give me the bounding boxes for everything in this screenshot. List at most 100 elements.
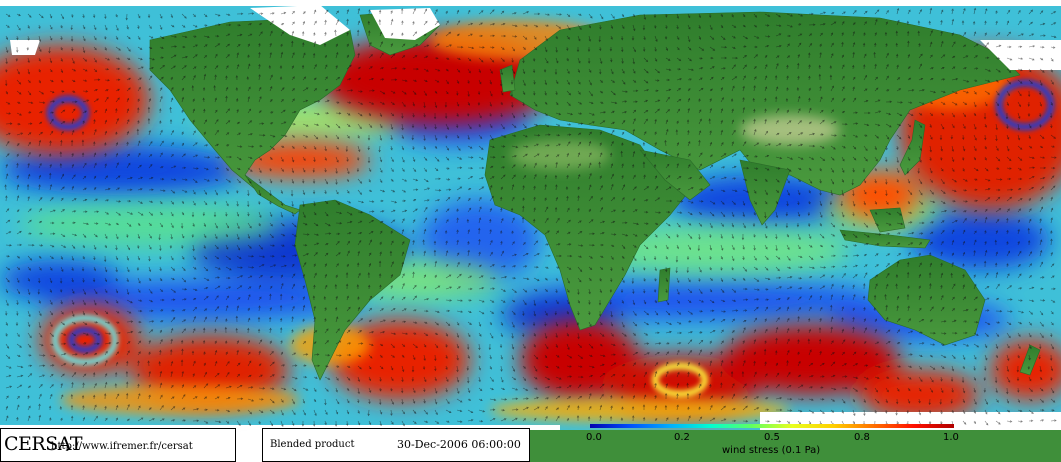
wind-arrow	[379, 67, 384, 70]
wind-arrow	[819, 32, 823, 37]
wind-arrow	[71, 332, 76, 337]
wind-arrow	[819, 362, 825, 367]
wind-arrow	[983, 112, 987, 120]
wind-arrow	[918, 262, 922, 268]
wind-arrow	[995, 409, 1001, 415]
wind-arrow	[71, 299, 75, 305]
wind-arrow	[225, 178, 232, 183]
wind-arrow	[5, 415, 9, 422]
wind-arrow	[159, 370, 163, 378]
wind-arrow	[5, 288, 9, 294]
wind-arrow	[995, 387, 998, 394]
wind-arrow	[676, 142, 679, 147]
wind-arrow	[522, 185, 525, 191]
wind-arrow	[665, 68, 672, 71]
wind-arrow	[720, 67, 726, 70]
wind-arrow	[235, 87, 239, 92]
wind-arrow	[247, 398, 255, 402]
wind-arrow	[27, 35, 30, 41]
wind-arrow	[147, 360, 150, 367]
wind-arrow	[852, 363, 859, 367]
wind-arrow	[566, 57, 569, 62]
wind-arrow	[49, 68, 53, 73]
wind-arrow	[874, 134, 879, 139]
wind-arrow	[93, 361, 99, 367]
wind-arrow	[764, 86, 768, 92]
wind-arrow	[159, 277, 163, 282]
wind-arrow	[698, 67, 704, 70]
wind-arrow	[830, 283, 834, 290]
wind-arrow	[896, 365, 902, 368]
wind-arrow	[258, 305, 261, 312]
wind-arrow	[698, 222, 703, 227]
wind-arrow	[214, 13, 221, 17]
wind-arrow	[863, 376, 869, 380]
wind-arrow	[841, 11, 846, 15]
wind-arrow	[819, 266, 827, 269]
wind-arrow	[180, 339, 184, 345]
wind-arrow	[412, 167, 417, 172]
wind-arrow	[357, 342, 364, 345]
wind-arrow	[247, 374, 252, 378]
wind-arrow	[93, 198, 98, 202]
wind-arrow	[962, 273, 965, 279]
wind-arrow	[929, 331, 936, 335]
wind-arrow	[533, 240, 539, 246]
wind-arrow	[1050, 287, 1056, 291]
wind-arrow	[764, 306, 769, 312]
wind-arrow	[379, 308, 384, 312]
wind-arrow	[687, 24, 691, 30]
wind-arrow	[621, 142, 624, 147]
wind-arrow	[313, 88, 318, 92]
wind-arrow	[192, 24, 198, 28]
wind-arrow	[676, 233, 679, 238]
wind-arrow	[467, 354, 470, 359]
brand-url-link[interactable]: http://www.ifremer.fr/cersat	[51, 441, 193, 452]
wind-arrow	[984, 230, 987, 235]
wind-arrow	[500, 310, 504, 314]
wind-arrow	[49, 343, 54, 346]
wind-arrow	[764, 97, 767, 103]
wind-arrow	[115, 78, 121, 82]
wind-arrow	[687, 187, 694, 191]
wind-arrow	[753, 277, 760, 282]
wind-arrow	[665, 24, 668, 30]
wind-arrow	[510, 80, 514, 85]
wind-arrow	[885, 89, 890, 92]
wind-arrow	[577, 101, 583, 105]
wind-arrow	[731, 309, 739, 312]
wind-arrow	[896, 376, 900, 380]
wind-arrow	[401, 178, 408, 182]
wind-arrow	[456, 343, 460, 349]
wind-arrow	[852, 284, 855, 290]
wind-arrow	[489, 321, 492, 326]
wind-arrow	[907, 178, 911, 184]
wind-arrow	[368, 398, 371, 405]
wind-arrow	[335, 89, 342, 92]
wind-arrow	[874, 365, 881, 368]
wind-arrow	[709, 56, 714, 60]
wind-arrow	[532, 218, 536, 224]
wind-arrow	[1038, 90, 1042, 96]
wind-arrow	[148, 222, 152, 227]
wind-arrow	[610, 233, 617, 236]
wind-arrow	[951, 8, 954, 15]
wind-arrow	[269, 340, 272, 345]
wind-arrow	[379, 251, 382, 257]
wind-arrow	[885, 242, 891, 246]
wind-arrow	[38, 383, 43, 389]
wind-arrow	[49, 90, 55, 94]
wind-arrow	[27, 219, 32, 224]
wind-arrow	[302, 353, 309, 356]
wind-arrow	[687, 299, 692, 304]
wind-arrow	[27, 141, 31, 147]
wind-arrow	[5, 13, 11, 17]
wind-arrow	[280, 387, 287, 391]
wind-arrow	[280, 351, 284, 356]
wind-arrow	[995, 156, 1001, 162]
wind-arrow	[324, 353, 331, 357]
wind-arrow	[995, 208, 1002, 213]
wind-arrow	[907, 77, 912, 81]
wind-arrow	[599, 13, 604, 20]
wind-arrow	[873, 51, 876, 59]
